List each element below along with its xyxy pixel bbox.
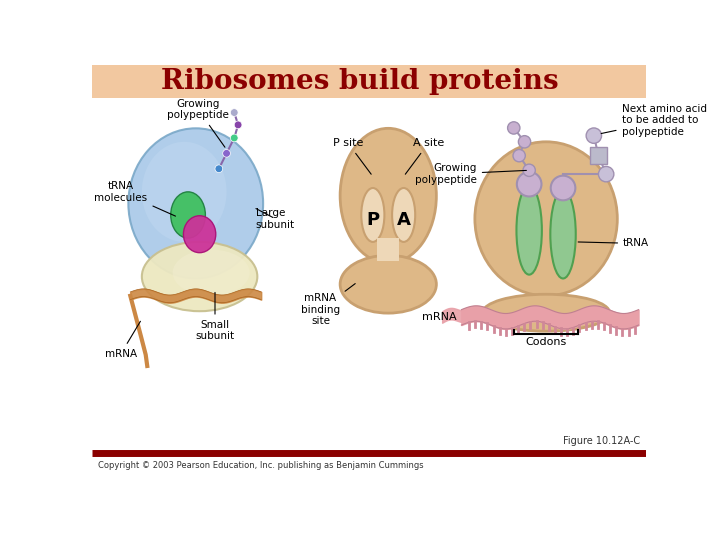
Circle shape (518, 136, 531, 148)
FancyBboxPatch shape (92, 65, 647, 98)
Text: mRNA: mRNA (105, 321, 140, 359)
Text: Figure 10.12A-C: Figure 10.12A-C (563, 436, 640, 446)
FancyBboxPatch shape (92, 98, 647, 451)
Circle shape (215, 165, 222, 173)
Ellipse shape (142, 142, 227, 242)
Circle shape (513, 150, 526, 162)
Ellipse shape (171, 192, 205, 238)
Ellipse shape (516, 186, 542, 275)
Circle shape (598, 166, 614, 182)
Text: P: P (366, 211, 379, 230)
Circle shape (551, 176, 575, 200)
Ellipse shape (340, 255, 436, 313)
Text: Growing
polypeptide: Growing polypeptide (415, 163, 526, 185)
Circle shape (230, 134, 238, 142)
Ellipse shape (340, 129, 436, 263)
Circle shape (508, 122, 520, 134)
Text: A: A (397, 211, 410, 230)
Text: P site: P site (333, 138, 372, 174)
FancyBboxPatch shape (377, 238, 399, 261)
Text: mRNA: mRNA (422, 312, 456, 322)
Text: Growing
polypeptide: Growing polypeptide (167, 99, 229, 147)
FancyBboxPatch shape (590, 147, 607, 164)
Text: Next amino acid
to be added to
polypeptide: Next amino acid to be added to polypepti… (601, 104, 706, 137)
Text: tRNA: tRNA (578, 239, 649, 248)
Ellipse shape (184, 215, 216, 253)
Ellipse shape (128, 129, 263, 279)
Ellipse shape (142, 242, 257, 311)
Circle shape (234, 121, 242, 129)
Text: Copyright © 2003 Pearson Education, Inc. publishing as Benjamin Cummings: Copyright © 2003 Pearson Education, Inc.… (98, 461, 423, 470)
Ellipse shape (482, 294, 610, 331)
Circle shape (222, 150, 230, 157)
Text: A site: A site (405, 138, 444, 174)
Circle shape (517, 172, 541, 197)
Ellipse shape (475, 142, 617, 296)
Text: Small
subunit: Small subunit (195, 293, 235, 341)
Ellipse shape (392, 188, 415, 242)
Text: Ribosomes build proteins: Ribosomes build proteins (161, 68, 559, 95)
Text: Large
subunit: Large subunit (256, 208, 295, 230)
Text: Codons: Codons (526, 338, 567, 347)
Circle shape (523, 164, 535, 177)
Circle shape (586, 128, 601, 143)
Circle shape (230, 109, 238, 117)
Ellipse shape (361, 188, 384, 242)
Ellipse shape (173, 249, 250, 296)
Ellipse shape (550, 190, 576, 279)
Text: mRNA
binding
site: mRNA binding site (301, 284, 355, 326)
Text: tRNA
molecules: tRNA molecules (94, 181, 176, 216)
